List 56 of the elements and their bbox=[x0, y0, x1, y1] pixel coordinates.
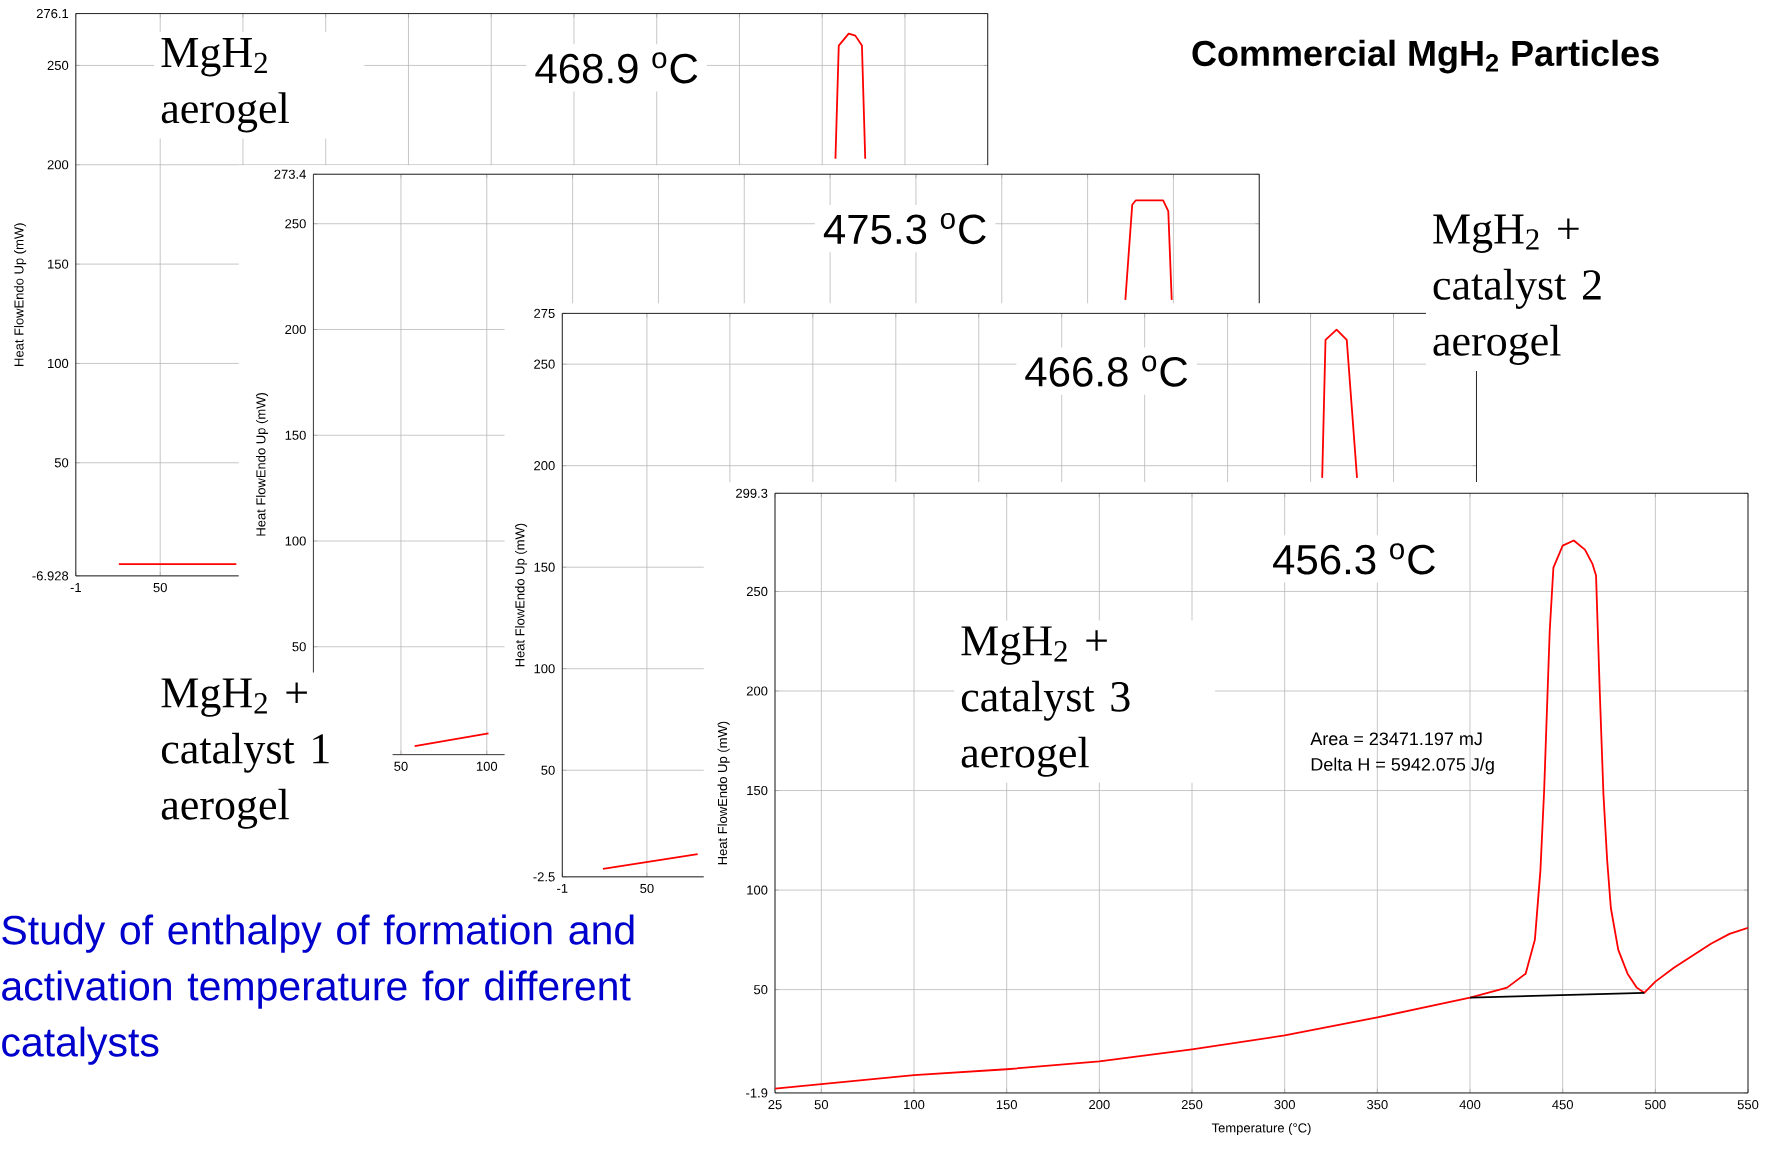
text: MgH$_{2}$ + catalyst 3 aerogel bbox=[961, 626, 1130, 777]
x-tick-label: 100 bbox=[904, 1100, 925, 1110]
x-tick-label: 200 bbox=[1089, 1100, 1110, 1110]
x-tick-label: 350 bbox=[1367, 1100, 1388, 1110]
text: MgH$_{2}$ + catalyst 1 aerogel bbox=[161, 678, 329, 829]
y-axis-title: Heat FlowEndo Up (mW) bbox=[717, 721, 730, 865]
annotation: 466.8 $^{o}$C bbox=[1025, 355, 1188, 387]
x-tick-label: 300 bbox=[1274, 1100, 1295, 1110]
y-tick-label: 250 bbox=[47, 60, 69, 71]
y-tick-label: 150 bbox=[747, 785, 768, 796]
line-series bbox=[775, 539, 1749, 1090]
y-tick-label: 50 bbox=[54, 458, 69, 468]
y-tick-label: 50 bbox=[754, 985, 768, 995]
x-tick-label: 150 bbox=[996, 1100, 1017, 1110]
text: Study of enthalpy of formation and activation temperature for different catalysts bbox=[2, 914, 634, 1065]
y-axis-title: Heat FlowEndo Up (mW) bbox=[255, 393, 269, 536]
y-tick-label: 275 bbox=[534, 308, 555, 318]
annotation: 475.3 $^{o}$C bbox=[823, 212, 986, 245]
x-axis-title: Temperature (°C) bbox=[1211, 1122, 1311, 1136]
y-tick-label: 100 bbox=[534, 664, 555, 674]
annotation: Area = 23471.197 mJ bbox=[1310, 732, 1482, 746]
y-axis-title: Heat FlowEndo Up (mW) bbox=[515, 523, 528, 667]
y-tick-label: 150 bbox=[534, 562, 555, 572]
annotation: Delta H = 5942.075 J/g bbox=[1311, 757, 1494, 775]
y-tick-label: 200 bbox=[746, 686, 768, 696]
x-tick-label: 400 bbox=[1459, 1100, 1481, 1110]
annotation: 456.3 $^{o}$C bbox=[1273, 543, 1435, 575]
y-tick-label: 150 bbox=[285, 430, 306, 440]
x-tick-label: 550 bbox=[1737, 1100, 1759, 1110]
y-tick-label: -6.928 bbox=[32, 571, 69, 581]
x-tick-label: 450 bbox=[1552, 1100, 1573, 1110]
y-tick-label: 100 bbox=[285, 536, 306, 546]
y-tick-label: 50 bbox=[292, 642, 306, 652]
chart-subtitle: MgH$_{2}$ + catalyst 2 aerogel bbox=[1433, 214, 1601, 365]
x-tick-label: 25 bbox=[768, 1100, 782, 1110]
y-tick-label: 200 bbox=[47, 160, 69, 170]
y-tick-label: 276.1 bbox=[36, 8, 69, 19]
y-tick-label: -1.9 bbox=[746, 1088, 768, 1098]
y-tick-label: -2.5 bbox=[533, 872, 555, 882]
y-axis-title: Heat FlowEndo Up (mW) bbox=[14, 223, 27, 366]
y-tick-label: 150 bbox=[48, 259, 69, 269]
y-tick-label: 200 bbox=[534, 461, 555, 471]
x-tick-label: -1 bbox=[70, 582, 81, 592]
x-tick-label: -1 bbox=[557, 883, 568, 893]
x-tick-label: 500 bbox=[1645, 1100, 1666, 1110]
chart-title: Commercial MgH$_{2}$ Particles bbox=[1192, 39, 1659, 74]
x-tick-label: 250 bbox=[1181, 1100, 1203, 1110]
annotation: 468.9 $^{o}$C bbox=[535, 52, 698, 84]
y-tick-label: 100 bbox=[48, 358, 69, 369]
y-tick-label: 250 bbox=[285, 219, 306, 229]
y-tick-label: 299.3 bbox=[736, 488, 768, 498]
y-tick-label: 250 bbox=[534, 359, 555, 369]
y-tick-label: 273.4 bbox=[274, 169, 306, 179]
y-tick-label: 200 bbox=[285, 324, 306, 335]
x-tick-label: 50 bbox=[814, 1100, 829, 1110]
text: MgH$_{2}$ aerogel bbox=[161, 38, 289, 133]
